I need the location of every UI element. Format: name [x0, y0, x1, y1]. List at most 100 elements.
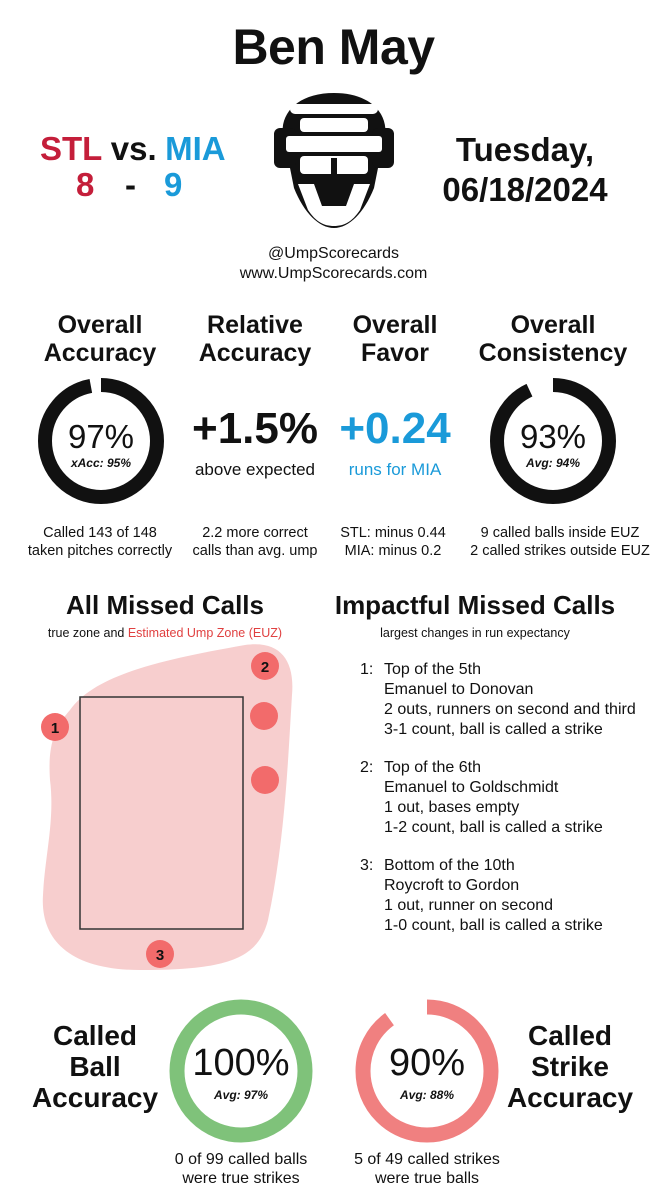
overall-favor-title-line2: Favor: [360, 339, 430, 367]
home-score: 9: [164, 166, 183, 203]
overall-favor-sub: runs for MIA: [348, 460, 442, 479]
impactful-call-situation: 1 out, runner on second: [384, 897, 554, 914]
missed-calls-subtitle-prefix: true zone and: [47, 626, 128, 640]
impactful-call-body: Top of the 5th Emanuel to Donovan 2 outs…: [384, 660, 636, 740]
impactful-call-3: 3: Bottom of the 10th Roycroft to Gordon…: [360, 856, 660, 938]
overall-consistency-caption-line1: 9 called balls inside EUZ: [480, 525, 640, 541]
overall-accuracy-ring: [38, 378, 164, 504]
called-strike-title-line3: Accuracy: [506, 1082, 634, 1113]
called-strike-accuracy-value: 90%: [388, 1042, 466, 1084]
impactful-call-situation: 2 outs, runners on second and third: [384, 701, 636, 718]
umpire-mask-icon: [274, 93, 394, 228]
relative-accuracy-value: +1.5%: [192, 404, 318, 453]
missed-call-marker-3: 3: [146, 940, 174, 968]
called-ball-accuracy-title: Called Ball Accuracy: [15, 1020, 175, 1113]
impactful-call-matchup: Roycroft to Gordon: [384, 877, 520, 894]
overall-consistency-title-line1: Overall: [510, 311, 596, 339]
impactful-call-body: Bottom of the 10th Roycroft to Gordon 1 …: [384, 856, 603, 936]
ring-fill-arc: [38, 378, 164, 504]
overall-favor-caption-line2: MIA: minus 0.2: [344, 543, 442, 559]
strike-zone-plot: 1 2 3: [41, 644, 293, 970]
called-ball-title-line3: Accuracy: [31, 1082, 159, 1113]
impactful-call-matchup: Emanuel to Goldschmidt: [384, 779, 559, 796]
svg-text:2: 2: [261, 659, 269, 676]
true-strike-zone: [79, 696, 244, 930]
impactful-call-inning: Top of the 5th: [384, 661, 481, 678]
impactful-call-2: 2: Top of the 6th Emanuel to Goldschmidt…: [360, 758, 660, 840]
impactful-call-number: 2:: [360, 759, 374, 776]
called-strike-caption-line1: 5 of 49 called strikes: [354, 1151, 500, 1168]
impactful-call-matchup: Emanuel to Donovan: [384, 681, 534, 698]
overall-accuracy-value: 97%: [67, 418, 135, 455]
overall-consistency-title-line2: Consistency: [478, 339, 628, 367]
overall-accuracy-caption-line1: Called 143 of 148: [43, 525, 157, 541]
called-ball-title-line1: Called: [52, 1020, 138, 1051]
relative-accuracy-caption-line1: 2.2 more correct: [202, 525, 308, 541]
home-team: MIA: [165, 130, 226, 167]
overall-accuracy-caption-line2: taken pitches correctly: [27, 543, 173, 559]
impactful-call-number: 1:: [360, 661, 374, 678]
overall-accuracy-title-line2: Accuracy: [43, 339, 157, 367]
called-strike-caption: 5 of 49 called strikes were true balls: [327, 1150, 527, 1188]
umpire-name: Ben May: [232, 19, 435, 75]
svg-text:1: 1: [51, 720, 59, 737]
game-date: Tuesday, 06/18/2024: [410, 130, 640, 210]
svg-text:3: 3: [156, 947, 164, 964]
impactful-call-situation: 1 out, bases empty: [384, 799, 520, 816]
impactful-call-number: 3:: [360, 857, 374, 874]
euz-region: [42, 644, 293, 970]
missed-calls-title: All Missed Calls: [66, 590, 264, 620]
overall-favor-value: +0.24: [339, 404, 451, 453]
called-ball-accuracy-value: 100%: [192, 1042, 290, 1084]
impactful-call-description: 1-2 count, ball is called a strike: [384, 819, 603, 836]
called-ball-accuracy-avg: Avg: 97%: [213, 1088, 269, 1102]
missed-calls-subtitle-euz: Estimated Ump Zone (EUZ): [127, 626, 283, 640]
relative-accuracy-title-line2: Accuracy: [198, 339, 312, 367]
score-dash: -: [125, 166, 136, 203]
overall-consistency-caption-line2: 2 called strikes outside EUZ: [470, 543, 650, 559]
ring-fill-arc: [355, 999, 499, 1143]
overall-accuracy-xacc: xAcc: 95%: [70, 456, 132, 470]
relative-accuracy-title: Relative Accuracy: [175, 311, 335, 367]
matchup-teams: STL vs. MIA: [40, 130, 240, 168]
relative-accuracy-caption: 2.2 more correct calls than avg. ump: [170, 524, 340, 560]
called-strike-title-line2: Strike: [531, 1051, 609, 1082]
missed-call-marker-2: 2: [251, 652, 279, 680]
impactful-call-inning: Bottom of the 10th: [384, 857, 515, 874]
away-team: STL: [40, 130, 103, 167]
called-strike-title-line1: Called: [527, 1020, 613, 1051]
called-strike-accuracy-ring: [355, 999, 499, 1143]
impactful-call-body: Top of the 6th Emanuel to Goldschmidt 1 …: [384, 758, 603, 838]
impactful-call-description: 3-1 count, ball is called a strike: [384, 721, 603, 738]
impactful-call-description: 1-0 count, ball is called a strike: [384, 917, 603, 934]
overall-consistency-title: Overall Consistency: [468, 311, 638, 367]
impactful-call-inning: Top of the 6th: [384, 759, 481, 776]
called-ball-title-line2: Ball: [69, 1051, 121, 1082]
brand-website: www.UmpScorecards.com: [239, 265, 428, 282]
called-strike-accuracy-title: Called Strike Accuracy: [495, 1020, 645, 1113]
impactful-call-1: 1: Top of the 5th Emanuel to Donovan 2 o…: [360, 660, 660, 742]
ring-fill-arc: [169, 999, 313, 1143]
overall-consistency-ring: [490, 378, 616, 504]
game-day: Tuesday,: [455, 131, 595, 168]
ring-fill-arc: [490, 378, 616, 504]
overall-consistency-value: 93%: [519, 418, 587, 455]
overall-consistency-caption: 9 called balls inside EUZ 2 called strik…: [460, 524, 660, 560]
called-ball-caption-line2: were true strikes: [182, 1170, 300, 1187]
missed-call-marker-1: 1: [41, 713, 69, 741]
overall-consistency-avg: Avg: 94%: [525, 456, 581, 470]
impactful-calls-title: Impactful Missed Calls: [334, 590, 616, 620]
missed-call-marker: [250, 702, 278, 730]
missed-call-marker: [251, 766, 279, 794]
overall-accuracy-title: Overall Accuracy: [20, 311, 180, 367]
overall-favor-title-line1: Overall: [352, 311, 438, 339]
relative-accuracy-sub: above expected: [194, 460, 316, 479]
missed-calls-subtitle: true zone and Estimated Ump Zone (EUZ): [10, 626, 320, 640]
away-score: 8: [76, 166, 95, 203]
brand-handle: @UmpScorecards: [268, 245, 399, 262]
relative-accuracy-title-line1: Relative: [207, 311, 303, 339]
called-ball-accuracy-ring: [169, 999, 313, 1143]
overall-accuracy-title-line1: Overall: [57, 311, 143, 339]
called-ball-caption: 0 of 99 called balls were true strikes: [141, 1150, 341, 1188]
vs-label: vs.: [110, 130, 157, 167]
